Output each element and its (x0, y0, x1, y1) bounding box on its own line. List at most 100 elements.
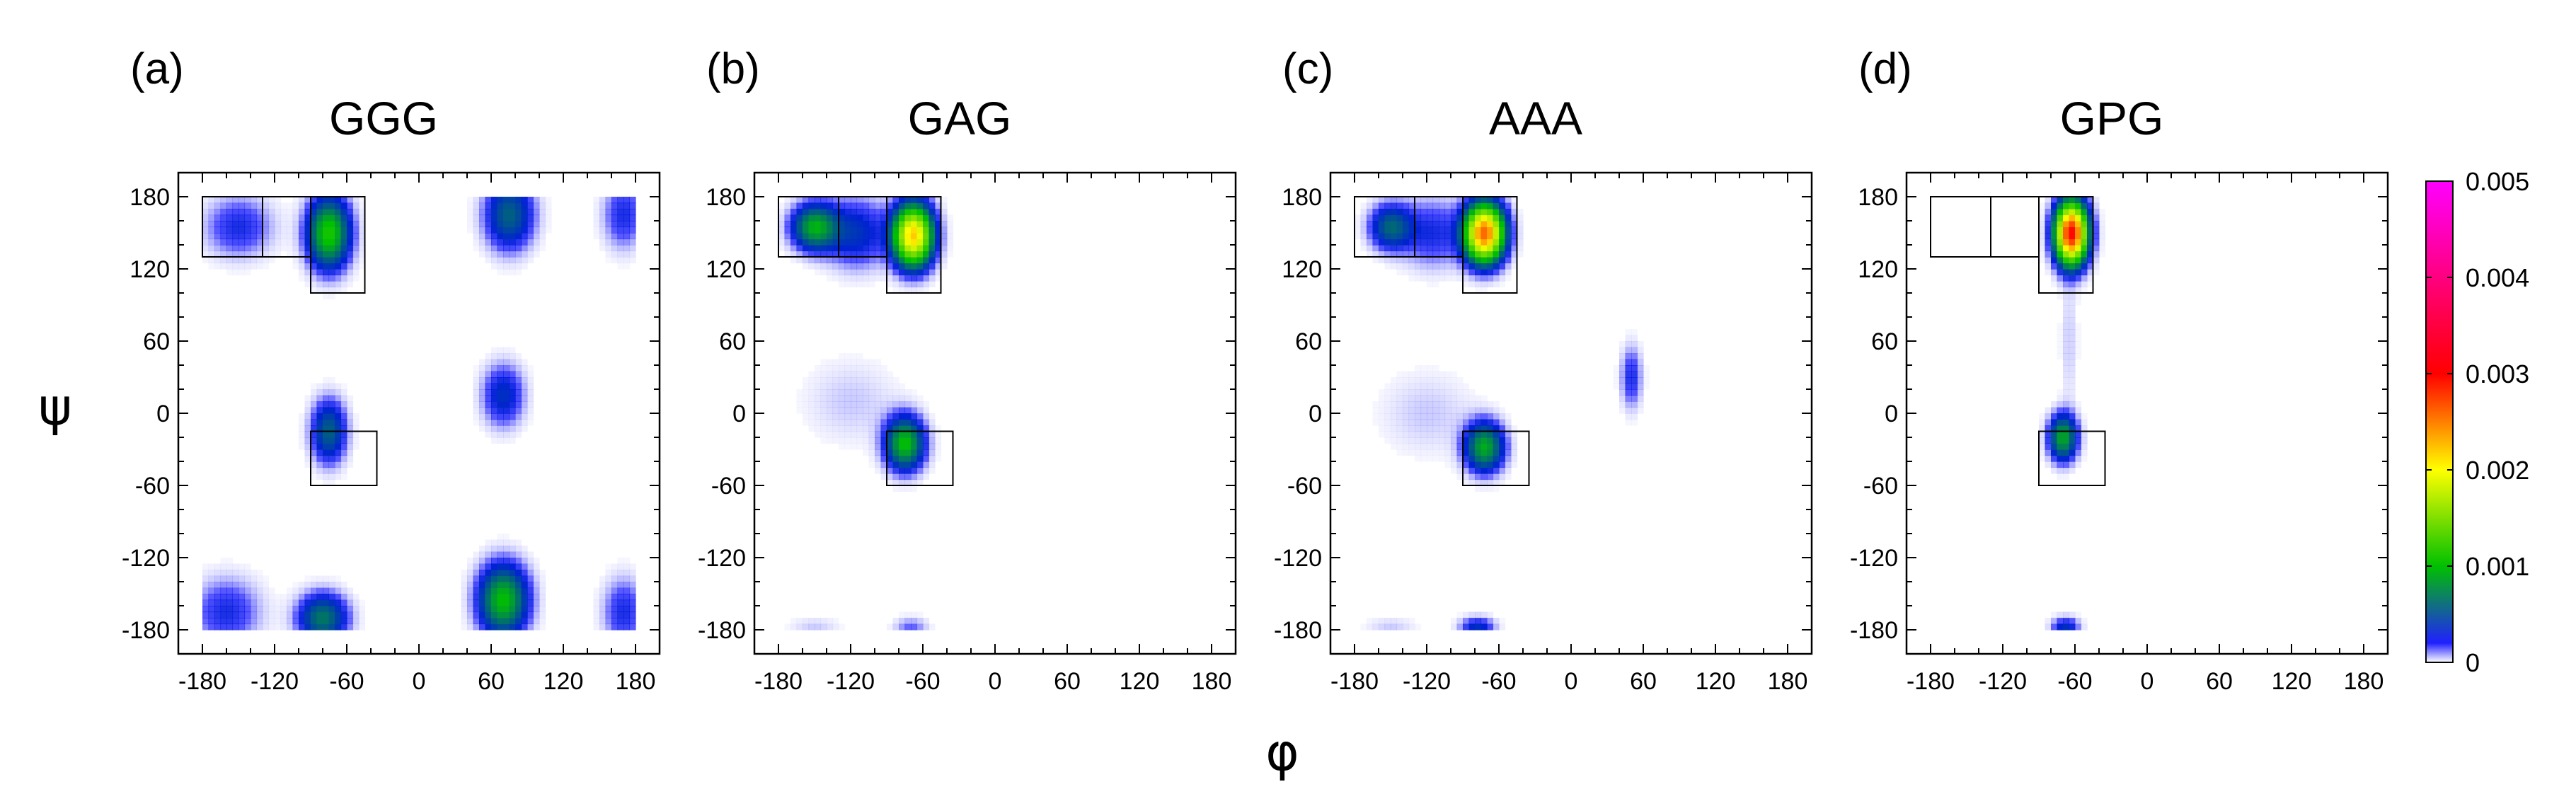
density-cell (617, 599, 624, 606)
density-cell (887, 455, 894, 462)
density-cell (1637, 353, 1644, 360)
density-cell (2063, 449, 2070, 456)
density-cell (1408, 413, 1415, 420)
density-cell (2063, 473, 2070, 480)
density-cell (2069, 461, 2076, 468)
density-cell (527, 371, 534, 378)
density-cell (287, 221, 294, 228)
density-cell (539, 618, 546, 625)
density-cell (1511, 233, 1518, 240)
density-cell (509, 419, 516, 426)
density-cell (887, 371, 894, 378)
density-cell (2051, 413, 2058, 420)
density-cell (593, 221, 600, 228)
density-cell (796, 401, 803, 408)
density-cell (304, 594, 311, 601)
density-cell (539, 221, 546, 228)
density-cell (335, 623, 342, 631)
density-cell (923, 214, 930, 221)
density-cell (473, 599, 480, 606)
density-cell (2063, 317, 2070, 324)
density-cell (856, 407, 863, 414)
density-cell (815, 209, 822, 216)
density-cell (1468, 479, 1476, 486)
density-cell (803, 226, 810, 234)
density-cell (904, 269, 912, 276)
density-cell (1511, 461, 1518, 468)
density-cell (238, 623, 246, 631)
y-tick-label: -60 (1863, 473, 1898, 500)
density-cell (251, 606, 258, 613)
density-cell (1427, 226, 1434, 234)
density-cell (311, 287, 318, 294)
density-cell (292, 226, 299, 234)
density-cell (868, 275, 875, 282)
density-cell (226, 214, 234, 221)
density-cell (1372, 245, 1379, 252)
density-cell (479, 563, 486, 570)
density-cell (839, 407, 846, 414)
density-cell (1379, 401, 1386, 408)
density-cell (491, 587, 498, 594)
density-cell (1415, 413, 1422, 420)
density-cell (899, 245, 906, 252)
density-cell (1475, 221, 1482, 228)
density-cell (2075, 461, 2082, 468)
density-cell (1384, 257, 1391, 264)
density-cell (316, 425, 323, 432)
density-cell (1420, 449, 1427, 456)
density-cell (1415, 395, 1422, 402)
density-cell (335, 425, 342, 432)
density-cell (1619, 377, 1626, 384)
density-cell (2069, 238, 2076, 246)
density-cell (892, 209, 899, 216)
density-cell (1456, 238, 1464, 246)
density-cell (904, 455, 912, 462)
density-cell (899, 214, 906, 221)
density-cell (263, 611, 270, 618)
density-cell (527, 245, 534, 252)
density-cell (539, 245, 546, 252)
density-cell (1415, 443, 1422, 450)
density-cell (2063, 233, 2070, 240)
density-cell (1396, 413, 1403, 420)
density-cell (323, 623, 330, 631)
density-cell (1432, 431, 1439, 438)
density-cell (299, 611, 306, 618)
plot-frame (1905, 171, 2389, 655)
density-cell (923, 473, 930, 480)
density-cell (232, 197, 239, 204)
y-tick-label: -60 (135, 473, 170, 500)
density-cell (911, 419, 918, 426)
density-cell (275, 618, 282, 625)
density-cell (2075, 329, 2082, 336)
density-cell (220, 558, 227, 565)
density-cell (1456, 401, 1464, 408)
density-cell (347, 245, 354, 252)
density-cell (880, 455, 887, 462)
density-cell (1463, 611, 1470, 618)
density-cell (887, 461, 894, 468)
density-cell (935, 202, 942, 209)
density-cell (1444, 221, 1451, 228)
density-cell (892, 197, 899, 204)
density-cell (263, 209, 270, 216)
density-cell (790, 202, 798, 209)
density-cell (533, 623, 540, 631)
density-cell (299, 197, 306, 204)
density-cell (611, 587, 619, 594)
density-cell (1480, 238, 1488, 246)
density-cell (2069, 197, 2076, 204)
density-cell (497, 611, 504, 618)
density-cell (311, 419, 318, 426)
density-cell (1427, 263, 1434, 270)
density-cell (479, 623, 486, 631)
density-cell (220, 245, 227, 252)
density-cell (497, 546, 504, 553)
density-cell (880, 377, 887, 384)
density-cell (868, 251, 875, 258)
density-cell (311, 413, 318, 420)
density-cell (899, 443, 906, 450)
density-cell (311, 461, 318, 468)
density-cell (1427, 245, 1434, 252)
